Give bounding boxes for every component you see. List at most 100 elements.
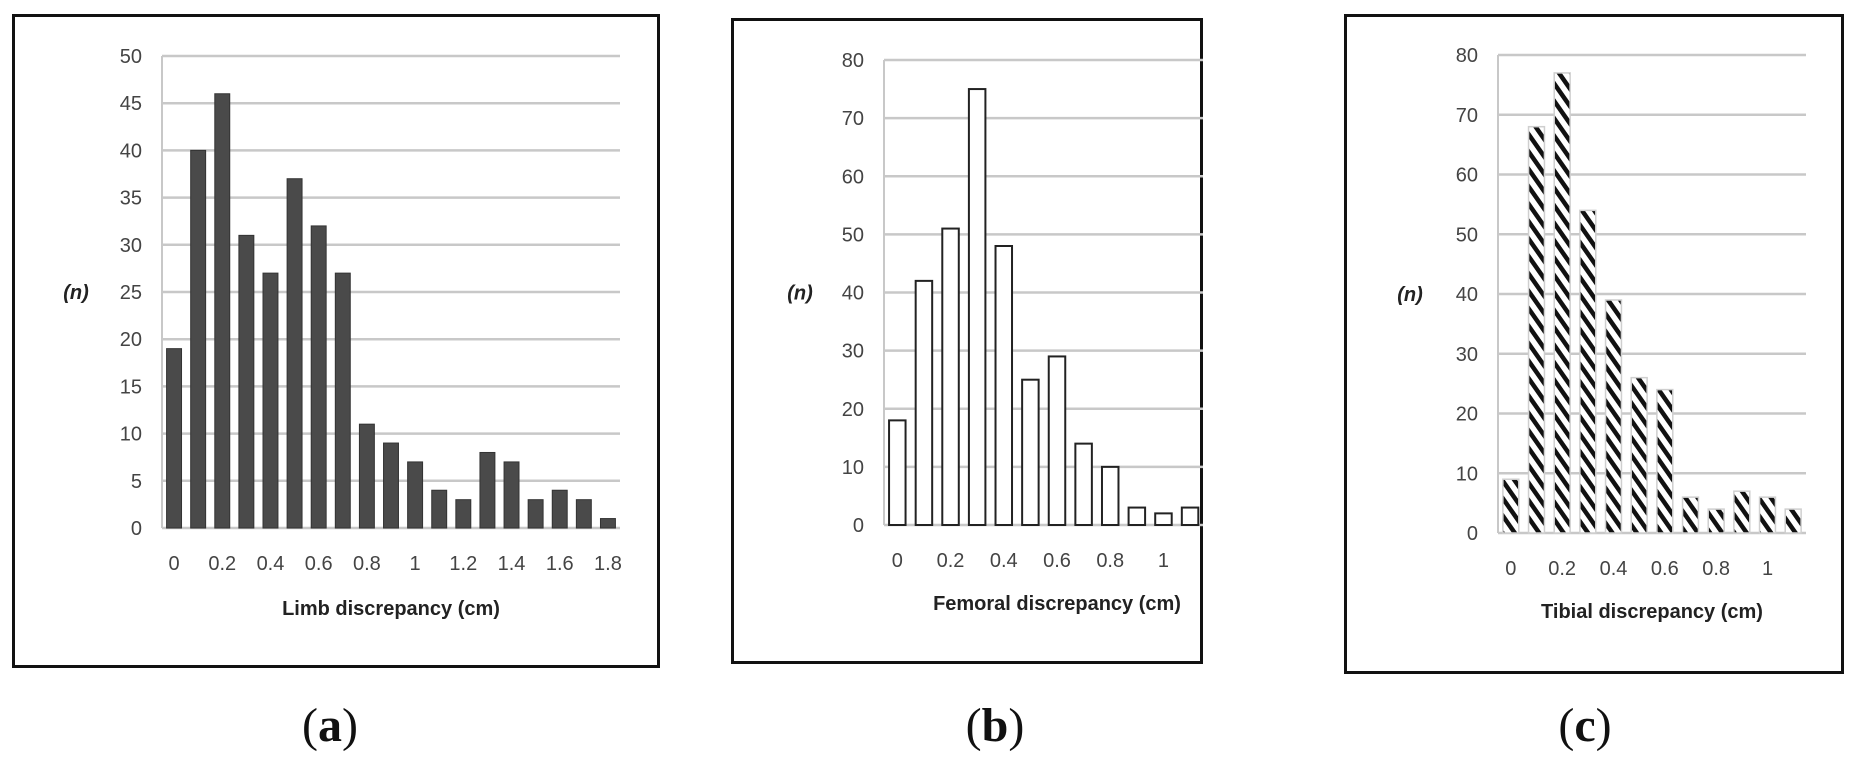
y-tick-label: 0 bbox=[131, 518, 142, 540]
y-tick-label: 10 bbox=[120, 424, 142, 446]
y-tick-label: 60 bbox=[842, 166, 864, 188]
y-tick-label: 40 bbox=[842, 283, 864, 305]
bar bbox=[888, 419, 907, 526]
bar bbox=[1758, 496, 1777, 534]
x-tick-label: 0.6 bbox=[1651, 558, 1679, 580]
y-axis-label: (n) bbox=[63, 282, 89, 304]
y-tick-label: 0 bbox=[853, 515, 864, 537]
y-tick-label: 80 bbox=[1456, 45, 1478, 67]
y-tick-label: 20 bbox=[842, 399, 864, 421]
bar bbox=[1021, 378, 1040, 526]
x-tick-label: 1.8 bbox=[594, 553, 622, 575]
bar bbox=[914, 279, 934, 526]
y-tick-label: 10 bbox=[1456, 463, 1478, 485]
bar bbox=[527, 499, 544, 529]
y-tick-label: 50 bbox=[1456, 224, 1478, 246]
caption-b-letter: b bbox=[981, 699, 1009, 752]
bar bbox=[1784, 508, 1802, 534]
y-tick-label: 25 bbox=[120, 282, 142, 304]
bar bbox=[1630, 376, 1648, 534]
x-tick-label: 0.8 bbox=[1096, 550, 1124, 572]
bar bbox=[551, 489, 568, 529]
y-axis-label: (n) bbox=[1397, 284, 1423, 306]
y-tick-label: 45 bbox=[120, 93, 142, 115]
x-tick-label: 0.2 bbox=[1548, 558, 1576, 580]
y-tick-label: 30 bbox=[1456, 344, 1478, 366]
y-tick-label: 80 bbox=[842, 50, 864, 72]
bar bbox=[1681, 496, 1700, 534]
y-tick-label: 40 bbox=[1456, 284, 1478, 306]
bar bbox=[1127, 506, 1147, 526]
bar bbox=[407, 461, 424, 529]
y-tick-label: 20 bbox=[1456, 404, 1478, 426]
bar bbox=[286, 178, 303, 529]
bar bbox=[599, 518, 616, 529]
x-tick-label: 0 bbox=[1505, 558, 1516, 580]
bar bbox=[1100, 465, 1120, 526]
x-tick-label: 0.4 bbox=[1600, 558, 1628, 580]
chart-svg-a: 0 5 10 15 20 25 30 35 40 45 50 0 0.2 0.4 0.6 0.8 1 1.2 1.4… bbox=[12, 14, 660, 668]
x-tick-label: 1.2 bbox=[449, 553, 477, 575]
x-tick-label: 0 bbox=[168, 553, 179, 575]
x-tick-label: 0.6 bbox=[1043, 550, 1071, 572]
x-axis-label: Limb discrepancy (cm) bbox=[282, 598, 500, 620]
bar bbox=[310, 225, 327, 529]
y-tick-label: 50 bbox=[842, 224, 864, 246]
panel-frame-c bbox=[1344, 14, 1844, 674]
x-tick-label: 0.2 bbox=[208, 553, 236, 575]
x-axis-label: Femoral discrepancy (cm) bbox=[933, 593, 1181, 615]
chart-panel-c: 0 10 20 30 40 50 60 70 80 0 0.2 0.4 0.6 0.8 1 Tibial di… bbox=[1344, 14, 1844, 674]
y-axis-label: (n) bbox=[787, 283, 813, 305]
bar bbox=[967, 88, 987, 526]
y-tick-label: 70 bbox=[1456, 105, 1478, 127]
bar bbox=[1502, 478, 1520, 534]
x-tick-label: 0.4 bbox=[990, 550, 1018, 572]
bar bbox=[1707, 508, 1725, 534]
bar bbox=[455, 499, 472, 529]
caption-b: (b) bbox=[965, 699, 1025, 752]
bar bbox=[479, 451, 496, 529]
x-tick-label: 1 bbox=[1158, 550, 1169, 572]
bar bbox=[1733, 490, 1751, 534]
chart-panel-a: 0 5 10 15 20 25 30 35 40 45 50 0 0.2 0.4 0.6 0.8 1 1.2 1.4… bbox=[12, 14, 660, 668]
x-tick-label: 0.2 bbox=[937, 550, 965, 572]
bar bbox=[431, 489, 448, 529]
bar bbox=[334, 272, 351, 529]
y-tick-label: 30 bbox=[842, 341, 864, 363]
x-tick-label: 1.4 bbox=[498, 553, 526, 575]
y-tick-label: 50 bbox=[120, 46, 142, 68]
x-tick-label: 0 bbox=[892, 550, 903, 572]
y-tick-label: 70 bbox=[842, 108, 864, 130]
bar bbox=[503, 461, 520, 529]
y-tick-label: 30 bbox=[120, 235, 142, 257]
caption-c-letter: c bbox=[1574, 699, 1596, 752]
bar bbox=[238, 234, 255, 529]
bar bbox=[941, 227, 960, 526]
bar bbox=[1579, 209, 1597, 534]
bar bbox=[994, 245, 1014, 526]
y-tick-label: 10 bbox=[842, 457, 864, 479]
x-tick-label: 0.4 bbox=[257, 553, 285, 575]
chart-svg-c: 0 10 20 30 40 50 60 70 80 0 0.2 0.4 0.6 0.8 1 Tibial di… bbox=[1344, 14, 1844, 674]
y-tick-label: 5 bbox=[131, 471, 142, 493]
y-tick-label: 15 bbox=[120, 376, 142, 398]
x-axis-label: Tibial discrepancy (cm) bbox=[1541, 601, 1763, 623]
bar bbox=[383, 442, 399, 529]
bar bbox=[166, 348, 183, 529]
y-tick-label: 60 bbox=[1456, 165, 1478, 187]
bar bbox=[1604, 299, 1623, 534]
y-tick-label: 40 bbox=[120, 140, 142, 162]
bar bbox=[1527, 125, 1546, 534]
x-tick-label: 0.6 bbox=[305, 553, 333, 575]
bar bbox=[214, 93, 231, 529]
y-tick-label: 35 bbox=[120, 188, 142, 210]
chart-svg-b: 0102030405060708000.20.40.60.811.2Femora… bbox=[731, 18, 1203, 664]
bar bbox=[1154, 512, 1173, 526]
caption-a: (a) bbox=[302, 699, 358, 752]
x-tick-label: 0.8 bbox=[1702, 558, 1730, 580]
x-tick-label: 1 bbox=[410, 553, 421, 575]
x-tick-label: 1 bbox=[1762, 558, 1773, 580]
x-tick-label: 0.8 bbox=[353, 553, 381, 575]
bar bbox=[190, 149, 207, 529]
bar bbox=[1074, 442, 1093, 526]
